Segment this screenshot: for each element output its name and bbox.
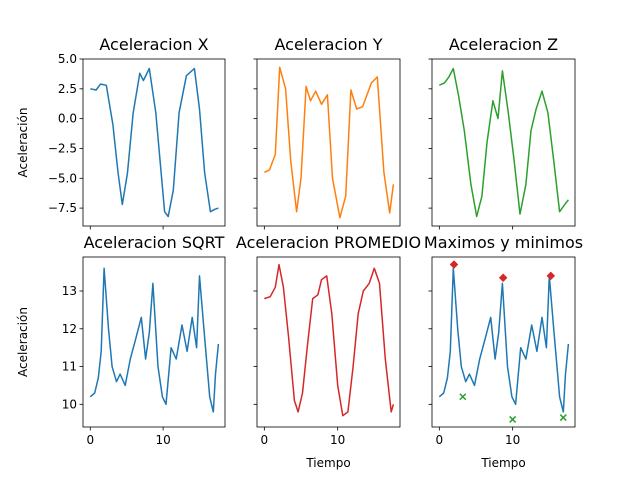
maximum-marker <box>498 273 508 283</box>
y-axis-label: Aceleración <box>16 307 30 377</box>
x-tick-label: 0 <box>86 433 94 447</box>
x-tick-label: 10 <box>155 433 170 447</box>
axes-frame <box>82 256 226 428</box>
y-tick-label: −7.5 <box>48 201 77 215</box>
subplot-title: Aceleracion X <box>99 35 208 54</box>
x-tick-label: 0 <box>436 433 444 447</box>
subplot-title: Aceleracion Z <box>449 35 558 54</box>
y-tick-label: 2.5 <box>58 82 77 96</box>
axes-frame <box>256 256 401 428</box>
subplot-title: Aceleracion PROMEDIO <box>236 233 421 252</box>
x-axis-label: Tiempo <box>480 456 525 470</box>
subplot-title: Aceleracion SQRT <box>84 233 225 252</box>
y-tick-label: −2.5 <box>48 141 77 155</box>
y-tick-label: 13 <box>62 284 77 298</box>
x-axis-label: Tiempo <box>305 456 350 470</box>
series-line <box>90 67 219 218</box>
subplot-5: 0 10 Aceleracion PROMEDIO Tiempo <box>236 233 421 470</box>
minimum-marker <box>459 393 467 401</box>
y-axis-label: Aceleración <box>16 108 30 178</box>
y-tick-label: 11 <box>62 360 77 374</box>
minimum-marker <box>559 414 567 422</box>
x-tick-label: 10 <box>505 433 520 447</box>
maximum-marker <box>449 260 459 269</box>
subplot-3: Aceleracion Z <box>428 35 576 230</box>
y-tick-label: 10 <box>62 397 77 411</box>
subplot-title: Aceleracion Y <box>274 35 382 54</box>
series-line <box>89 267 220 413</box>
subplot-4: 10 11 12 13 0 10 Aceleracion SQRT Aceleración <box>16 233 226 447</box>
x-tick-label: 0 <box>261 433 269 447</box>
y-tick-label: −5.0 <box>48 171 77 185</box>
minimum-marker-stroke <box>509 415 517 423</box>
axes-frame <box>431 58 576 227</box>
series-line <box>438 267 570 413</box>
axes-frame <box>431 256 576 428</box>
minimum-marker-stroke <box>459 393 467 401</box>
y-tick-label: 5.0 <box>58 52 77 66</box>
subplot-6: 0 10 Maximos y minimos Tiempo <box>424 233 583 470</box>
series-line <box>264 263 395 417</box>
minimum-marker <box>509 415 517 423</box>
subplot-2: Aceleracion Y <box>253 35 401 230</box>
x-tick-label: 10 <box>330 433 345 447</box>
subplot-title: Maximos y minimos <box>424 233 583 252</box>
y-tick-label: 12 <box>62 322 77 336</box>
series-line <box>263 66 395 219</box>
minimum-marker-stroke <box>559 414 567 422</box>
axes-frame <box>256 58 401 227</box>
axes-frame <box>82 58 226 227</box>
series-line <box>438 67 569 218</box>
y-tick-label: 0.0 <box>58 112 77 126</box>
subplot-1: 5.0 2.5 0.0 −2.5 −5.0 −7.5 Aceleracion X Aceler… <box>16 35 226 230</box>
maximum-marker <box>546 271 556 281</box>
